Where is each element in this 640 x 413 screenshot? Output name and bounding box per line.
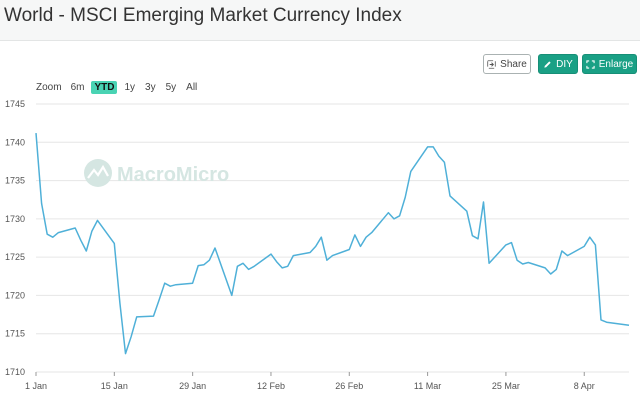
page-title: World - MSCI Emerging Market Currency In… — [4, 5, 402, 26]
series-layer — [35, 133, 630, 355]
expand-icon — [586, 59, 595, 69]
x-tick-label: 1 Jan — [25, 381, 47, 391]
x-tick-label: 8 Apr — [574, 381, 595, 391]
range-button-ytd[interactable]: YTD — [91, 80, 118, 94]
range-button-all[interactable]: All — [186, 81, 198, 93]
y-tick-label: 1745 — [5, 99, 25, 109]
range-button-3y[interactable]: 3y — [145, 81, 156, 93]
diy-button[interactable]: DIY — [538, 54, 578, 74]
logo-mark — [87, 164, 109, 179]
y-tick-label: 1720 — [5, 290, 25, 300]
x-axis: 1 Jan 15 Jan 29 Jan 12 Feb 26 Feb 11 Mar 25 Ma… — [25, 372, 595, 391]
watermark-text: MacroMicro — [117, 164, 229, 186]
x-tick-label: 15 Jan — [101, 381, 128, 391]
share-button[interactable]: Share — [483, 54, 531, 74]
y-axis: 1710 1715 1720 1725 1730 1735 1740 1745 — [5, 99, 25, 377]
title-bar: World - MSCI Emerging Market Currency In… — [0, 0, 640, 41]
x-tick-label: 25 Mar — [492, 381, 520, 391]
pencil-icon — [544, 60, 551, 68]
range-button-6m[interactable]: 6m — [70, 81, 85, 93]
y-tick-label: 1740 — [5, 137, 25, 147]
diy-label: DIY — [556, 58, 573, 70]
y-tick-label: 1730 — [5, 214, 25, 224]
share-icon — [487, 59, 496, 69]
x-tick-label: 29 Jan — [179, 381, 206, 391]
chart-grid — [36, 103, 629, 373]
share-label: Share — [500, 58, 527, 70]
y-tick-label: 1715 — [5, 329, 25, 339]
range-selector: Zoom 6m YTD 1y 3y 5y All — [36, 79, 204, 95]
watermark: MacroMicro — [84, 159, 229, 187]
enlarge-button[interactable]: Enlarge — [582, 54, 637, 74]
series-line — [35, 133, 630, 355]
x-tick-label: 11 Mar — [414, 381, 441, 391]
range-button-1y[interactable]: 1y — [124, 81, 136, 93]
y-tick-label: 1725 — [5, 252, 25, 262]
y-tick-label: 1710 — [5, 367, 25, 377]
y-tick-label: 1735 — [5, 176, 25, 186]
enlarge-label: Enlarge — [598, 58, 634, 70]
x-tick-label: 12 Feb — [257, 381, 285, 391]
zoom-label: Zoom — [36, 81, 62, 93]
x-tick-label: 26 Feb — [335, 381, 363, 391]
range-button-5y[interactable]: 5y — [165, 81, 177, 93]
